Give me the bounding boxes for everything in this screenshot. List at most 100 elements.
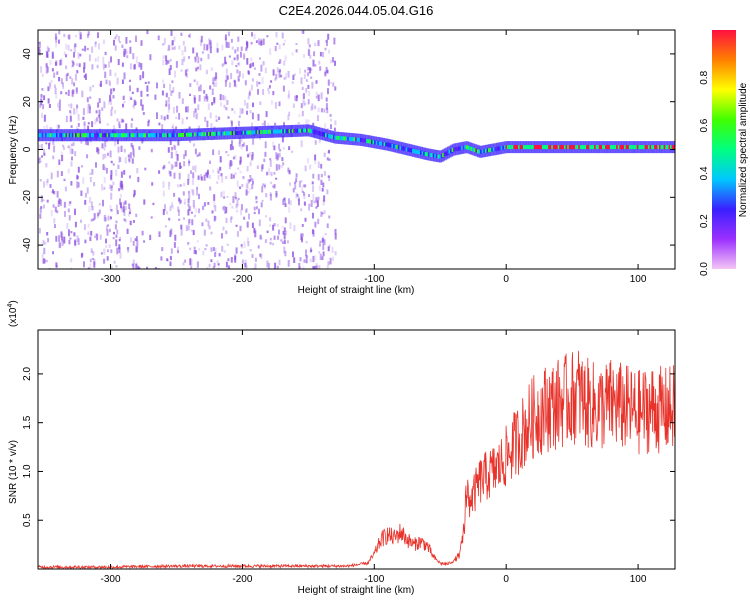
- noise-cell: [275, 164, 278, 171]
- noise-cell: [296, 95, 298, 98]
- noise-cell: [91, 206, 94, 211]
- signal-core-cell: [418, 150, 422, 155]
- noise-cell: [208, 263, 211, 268]
- noise-cell: [257, 245, 260, 249]
- signal-core-cell: [87, 133, 91, 138]
- noise-cell: [163, 38, 166, 45]
- noise-cell: [207, 43, 210, 49]
- signal-core-cell: [223, 131, 227, 136]
- signal-core-cell: [548, 145, 552, 150]
- noise-cell: [321, 256, 324, 260]
- noise-cell: [314, 265, 317, 269]
- noise-cell: [245, 189, 248, 196]
- noise-cell: [115, 34, 118, 37]
- noise-cell: [283, 240, 286, 245]
- noise-cell: [85, 137, 88, 145]
- noise-cell: [110, 160, 113, 164]
- noise-cell: [275, 190, 278, 198]
- noise-cell: [252, 138, 255, 145]
- noise-cell: [168, 186, 170, 190]
- noise-cell: [116, 118, 119, 122]
- signal-core-cell: [657, 145, 661, 150]
- noise-cell: [269, 48, 272, 55]
- noise-cell: [55, 93, 58, 99]
- noise-cell: [190, 170, 192, 174]
- noise-cell: [142, 71, 145, 79]
- noise-cell: [167, 147, 170, 153]
- noise-cell: [75, 87, 78, 94]
- noise-cell: [326, 107, 329, 114]
- signal-core-cell: [244, 130, 248, 135]
- noise-cell: [298, 263, 301, 269]
- signal-core-cell: [481, 149, 485, 154]
- noise-cell: [307, 66, 310, 71]
- noise-cell: [282, 147, 285, 150]
- noise-cell: [241, 184, 244, 188]
- noise-cell: [162, 190, 165, 195]
- noise-cell: [227, 32, 230, 36]
- noise-cell: [305, 249, 307, 257]
- noise-cell: [188, 161, 191, 164]
- signal-core-cell: [320, 131, 324, 136]
- noise-cell: [183, 202, 186, 205]
- noise-cell: [256, 80, 259, 87]
- noise-cell: [246, 102, 249, 109]
- noise-cell: [116, 77, 119, 85]
- noise-cell: [300, 140, 303, 148]
- noise-cell: [171, 146, 174, 151]
- noise-cell: [203, 43, 206, 51]
- noise-cell: [61, 236, 64, 241]
- noise-cell: [58, 39, 60, 44]
- noise-cell: [171, 123, 174, 127]
- noise-cell: [116, 210, 119, 215]
- noise-cell: [61, 154, 64, 162]
- noise-cell: [164, 204, 166, 211]
- signal-core-cell: [166, 133, 170, 138]
- noise-cell: [196, 81, 199, 86]
- signal-core-cell: [654, 145, 658, 150]
- signal-core-cell: [271, 129, 275, 134]
- noise-cell: [226, 100, 229, 105]
- noise-cell: [105, 225, 108, 231]
- signal-core-cell: [583, 145, 586, 150]
- noise-cell: [287, 167, 290, 173]
- noise-cell: [318, 185, 321, 191]
- noise-cell: [209, 85, 212, 90]
- noise-cell: [193, 249, 196, 254]
- noise-cell: [298, 114, 301, 118]
- noise-cell: [232, 174, 235, 179]
- noise-cell: [303, 53, 305, 58]
- noise-cell: [110, 192, 113, 200]
- noise-cell: [46, 46, 49, 53]
- noise-cell: [243, 142, 246, 147]
- noise-cell: [101, 143, 104, 149]
- noise-cell: [283, 60, 286, 66]
- noise-cell: [288, 111, 291, 116]
- noise-cell: [217, 170, 220, 174]
- noise-cell: [170, 248, 173, 254]
- noise-cell: [222, 226, 225, 231]
- signal-core-cell: [510, 145, 514, 150]
- noise-cell: [54, 61, 57, 66]
- noise-cell: [217, 174, 220, 180]
- signal-core-cell: [358, 137, 362, 142]
- noise-cell: [197, 104, 200, 111]
- signal-core-cell: [255, 130, 259, 135]
- signal-core-cell: [207, 132, 211, 136]
- noise-cell: [133, 194, 135, 198]
- noise-cell: [276, 42, 279, 45]
- noise-cell: [46, 199, 49, 203]
- noise-cell: [238, 62, 241, 67]
- noise-cell: [266, 35, 269, 38]
- noise-cell: [261, 122, 264, 126]
- noise-cell: [110, 249, 113, 254]
- noise-cell: [45, 67, 48, 74]
- noise-cell: [300, 233, 303, 241]
- noise-cell: [324, 233, 327, 236]
- noise-cell: [236, 54, 239, 60]
- noise-cell: [276, 154, 279, 161]
- noise-cell: [174, 161, 177, 168]
- y-tick-label: 0.5: [22, 513, 33, 527]
- noise-cell: [278, 229, 280, 235]
